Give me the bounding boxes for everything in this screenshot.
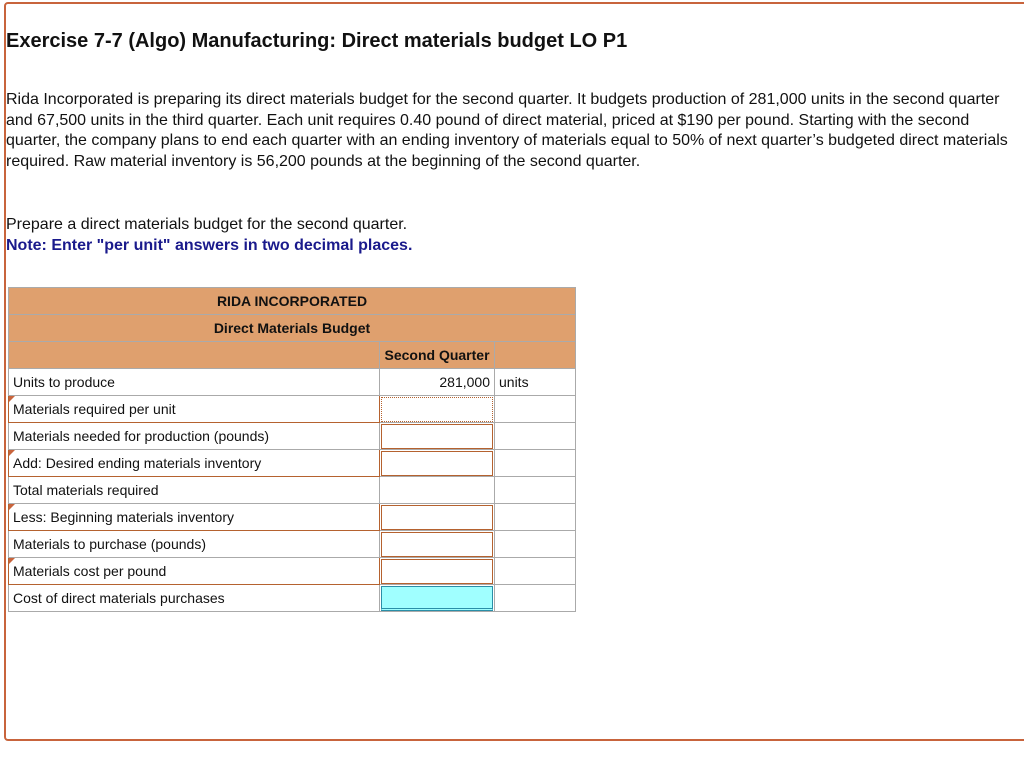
row-value xyxy=(379,476,495,504)
row-unit xyxy=(494,449,576,477)
title: Exercise 7-7 (Algo) Manufacturing: Direc… xyxy=(6,30,628,52)
row-label: Materials required per unit xyxy=(8,395,380,423)
marker xyxy=(9,450,15,456)
row-value: 281,000 xyxy=(379,368,495,396)
problem-text: Rida Incorporated is preparing its direc… xyxy=(6,91,1008,170)
frame xyxy=(4,2,1024,741)
table-row: Cost of direct materials purchases xyxy=(8,584,576,612)
row-value xyxy=(379,530,495,558)
marker xyxy=(9,504,15,510)
answer-input[interactable] xyxy=(381,504,493,530)
table-row: Units to produce 281,000 units xyxy=(8,368,576,396)
row-value xyxy=(379,557,495,585)
answer-input[interactable] xyxy=(381,585,493,611)
answer-input[interactable] xyxy=(381,558,493,584)
table-title: Direct Materials Budget xyxy=(8,314,576,342)
row-label: Materials cost per pound xyxy=(8,557,380,585)
note: Note: Enter "per unit" answers in two de… xyxy=(6,237,413,254)
row-value xyxy=(379,503,495,531)
row-value xyxy=(379,422,495,450)
row-label: Total materials required xyxy=(8,476,380,504)
row-label: Cost of direct materials purchases xyxy=(8,584,380,612)
company: RIDA INCORPORATED xyxy=(8,287,576,315)
row-unit xyxy=(494,530,576,558)
row-value xyxy=(379,584,495,612)
row-unit xyxy=(494,395,576,423)
row-label: Materials needed for production (pounds) xyxy=(8,422,380,450)
marker xyxy=(9,558,15,564)
row-value xyxy=(379,395,495,423)
table-row: Materials to purchase (pounds) xyxy=(8,530,576,558)
row-label: Units to produce xyxy=(8,368,380,396)
row-unit xyxy=(494,557,576,585)
answer-input[interactable] xyxy=(381,396,493,422)
table-row: Add: Desired ending materials inventory xyxy=(8,449,576,477)
table-row: Less: Beginning materials inventory xyxy=(8,503,576,531)
row-unit xyxy=(494,422,576,450)
marker xyxy=(9,396,15,402)
prompt: Prepare a direct materials budget for th… xyxy=(6,216,408,233)
budget-table: RIDA INCORPORATED Direct Materials Budge… xyxy=(8,287,576,612)
row-label: Add: Desired ending materials inventory xyxy=(8,449,380,477)
table-row: Materials cost per pound xyxy=(8,557,576,585)
table-row: Materials required per unit xyxy=(8,395,576,423)
table-row: Materials needed for production (pounds) xyxy=(8,422,576,450)
table-row: Total materials required xyxy=(8,476,576,504)
row-value xyxy=(379,449,495,477)
row-unit xyxy=(494,503,576,531)
row-unit xyxy=(494,584,576,612)
row-unit xyxy=(494,476,576,504)
row-label: Materials to purchase (pounds) xyxy=(8,530,380,558)
answer-input[interactable] xyxy=(381,450,493,476)
answer-input[interactable] xyxy=(381,423,493,449)
row-label: Less: Beginning materials inventory xyxy=(8,503,380,531)
answer-input[interactable] xyxy=(381,531,493,557)
row-unit: units xyxy=(494,368,576,396)
column-header: Second Quarter xyxy=(379,341,495,369)
